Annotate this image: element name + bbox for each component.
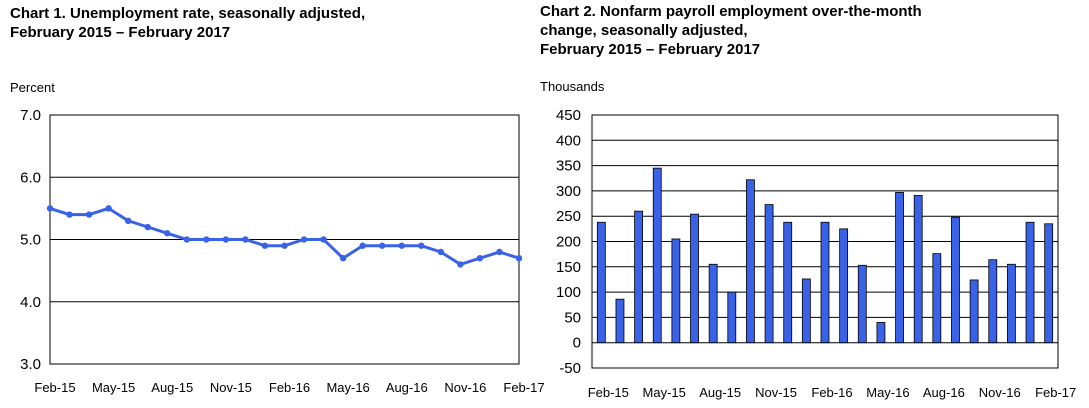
chart2-x-tick-label: Feb-15 [588,385,629,400]
chart2-y-tick-label: 400 [556,132,581,149]
chart1-x-tick-label: Aug-15 [151,380,193,395]
chart2-bar [764,204,774,344]
chart1-data-point [300,236,308,243]
chart2-bar [913,195,923,344]
chart2-bar [895,192,904,344]
chart2-y-tick-label: 0 [573,335,581,352]
chart2-bar [652,167,662,344]
chart1-data-point [183,236,190,243]
chart2-bar [1044,223,1054,344]
chart1-x-tick-label: Feb-17 [503,380,544,395]
chart1-data-point [203,236,210,243]
chart2-bar [951,216,960,344]
chart1-data-point [105,205,112,212]
chart2-x-tick-label: Aug-16 [923,385,965,400]
chart1-title: Chart 1. Unemployment rate, seasonally a… [10,5,366,41]
chart1-y-tick-label: 7.0 [20,107,41,124]
chart1-x-tick-label: Feb-16 [269,380,310,395]
chart1-data-point [320,236,327,243]
chart1-data-point [457,261,464,268]
chart1-data-point [222,236,230,243]
chart2-bar [857,264,867,344]
chart2-bar [988,259,998,344]
chart2-bar [690,213,699,344]
chart2-bar [727,291,737,344]
chart1-x-tick-label: May-15 [92,380,135,395]
chart2-y-axis-label: Thousands [540,79,605,94]
chart1-y-tick-label: 3.0 [20,356,41,373]
chart2-bar [596,221,606,344]
chart1-data-point [418,242,425,249]
chart2-y-tick-label: 50 [564,309,581,326]
chart1-data-point [476,254,484,262]
chart1-data-point [144,223,151,231]
chart1-y-axis-label: Percent [10,80,55,95]
chart2-x-tick-label: Feb-16 [811,385,852,400]
chart1-y-tick-label: 4.0 [20,294,41,311]
chart1-data-point [46,205,54,212]
chart2-y-tick-label: 300 [556,183,581,200]
chart1-x-tick-label: Feb-15 [34,380,75,395]
chart2-bar [876,322,886,344]
chart1-data-point [281,242,288,249]
chart2-bar [708,263,718,344]
chart1-x-tick-label: Nov-15 [210,380,252,395]
chart2-x-tick-label: Nov-16 [979,385,1021,400]
chart2-y-tick-label: 250 [556,208,581,225]
chart1-y-tick-label: 5.0 [20,232,41,249]
chart2-bar [746,179,755,344]
chart2-x-tick-label: Feb-17 [1035,385,1076,400]
chart1-y-tick-label: 6.0 [20,169,41,186]
chart2-y-tick-label: 200 [556,234,581,251]
chart2-y-tick-label: -50 [559,360,581,377]
chart2-title: Chart 2. Nonfarm payroll employment over… [540,3,922,58]
chart2-bar [1007,263,1016,344]
chart2-x-tick-label: May-15 [643,385,686,400]
chart2-bar [820,221,830,344]
chart1-data-point [359,242,366,249]
chart1-x-tick-label: Nov-16 [444,380,486,395]
chart2-y-tick-label: 350 [556,158,581,175]
chart1-data-point [398,242,405,249]
chart2-y-tick-label: 150 [556,259,581,276]
chart2-x-tick-label: Nov-15 [755,385,797,400]
chart1-data-point [496,248,503,256]
chart1-data-point [85,211,93,218]
chart2-bar [839,228,849,344]
chart1-data-point [66,211,73,218]
chart1-data-point [339,254,347,262]
chart1-data-point [124,217,132,225]
chart1-data-point [379,242,386,249]
chart1-data-point [261,242,269,249]
chart1-x-tick-label: May-16 [326,380,369,395]
chart1-data-point [164,230,171,237]
chart2-bar [1025,221,1035,344]
chart2-bar [634,210,643,344]
chart1-data-point [242,236,249,243]
chart1-x-tick-label: Aug-16 [386,380,428,395]
chart1-data-point [437,248,445,256]
chart2-bar [783,221,793,344]
chart2-bar [671,238,681,344]
chart2-x-tick-label: Aug-15 [699,385,741,400]
chart2-bar [801,278,811,344]
chart2-y-tick-label: 100 [556,284,581,301]
chart2-bar [969,279,979,344]
chart2-y-tick-label: 450 [556,107,581,124]
chart2-x-tick-label: May-16 [866,385,909,400]
chart2-bar [932,253,942,344]
chart2-bar [615,298,625,344]
chart1-data-point [515,254,523,262]
